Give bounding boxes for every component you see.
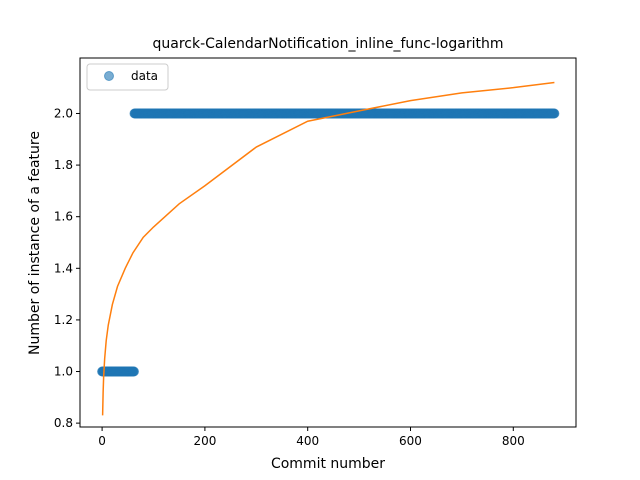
y-tick-label: 1.0 [54,365,73,379]
x-axis-label: Commit number [271,456,385,472]
legend-frame [86,63,169,91]
fit-line [101,81,555,416]
y-tick-label: 1.4 [54,261,73,275]
x-tick-label: 800 [502,434,525,448]
data-point [549,108,560,119]
y-tick-label: 0.8 [54,416,73,430]
y-tick-label: 1.6 [54,210,73,224]
y-tick-label: 1.8 [54,158,73,172]
axes: 0 200 400 600 800 0.8 1.0 1.2 1.4 1.6 1.8 2.0 [54,57,577,448]
x-tick-label: 600 [399,434,422,448]
axes-frame [79,57,577,428]
x-tick-label: 0 [98,434,106,448]
data-point [128,366,139,377]
plot-area [97,81,560,416]
legend-label-data: data [131,69,158,83]
legend: data [86,63,169,91]
y-axis-label: Number of instance of a feature [27,131,43,355]
y-tick-label: 1.2 [54,313,73,327]
chart-title: quarck-CalendarNotification_inline_func-… [153,36,504,52]
legend-marker-data [104,71,114,81]
x-tick-label: 400 [296,434,319,448]
x-tick-label: 200 [193,434,216,448]
y-tick-label: 2.0 [54,106,73,120]
